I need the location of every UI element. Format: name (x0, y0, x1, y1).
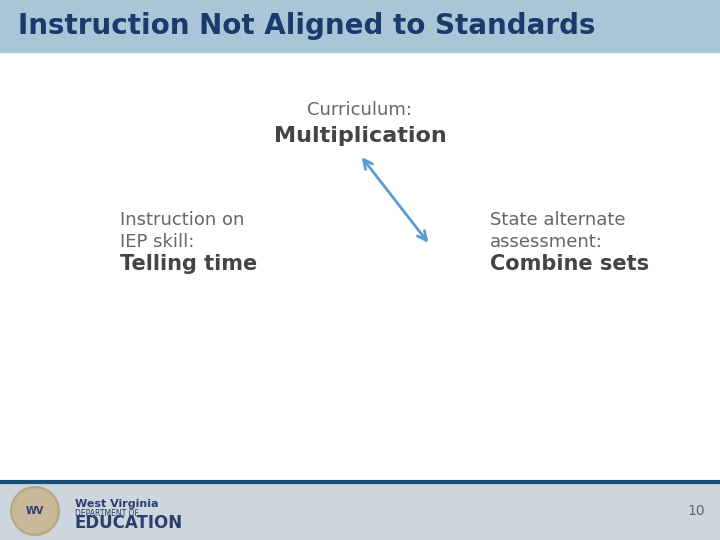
Text: Multiplication: Multiplication (274, 126, 446, 146)
Text: Telling time: Telling time (120, 254, 257, 274)
Text: Instruction Not Aligned to Standards: Instruction Not Aligned to Standards (18, 12, 595, 40)
Bar (0, 0, 720, 52)
Text: Instruction on: Instruction on (120, 211, 244, 229)
Text: West Virginia: West Virginia (75, 499, 158, 509)
Text: DEPARTMENT OF: DEPARTMENT OF (75, 509, 139, 517)
Text: WV: WV (26, 506, 44, 516)
Text: Curriculum:: Curriculum: (307, 101, 413, 119)
Text: IEP skill:: IEP skill: (120, 233, 194, 251)
Text: EDUCATION: EDUCATION (75, 514, 183, 532)
Text: assessment:: assessment: (490, 233, 603, 251)
Text: State alternate: State alternate (490, 211, 626, 229)
Text: Combine sets: Combine sets (490, 254, 649, 274)
Circle shape (13, 489, 57, 533)
Circle shape (11, 487, 59, 535)
Text: 10: 10 (688, 504, 705, 518)
Bar (0, 482, 720, 540)
